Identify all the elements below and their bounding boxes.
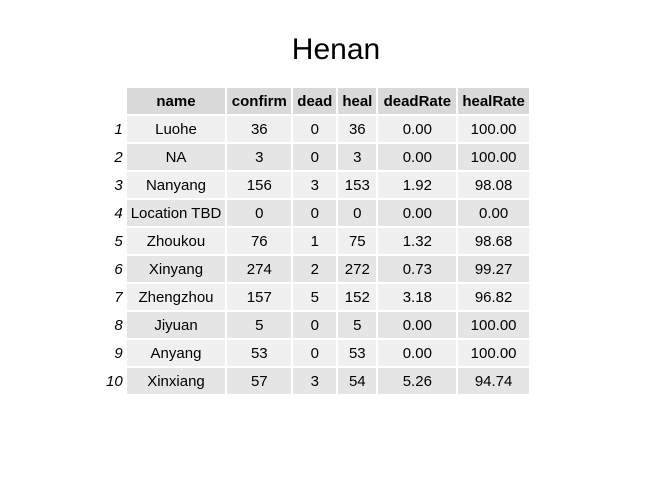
row-index: 8: [114, 316, 123, 334]
table-cell-dead: 0: [293, 144, 337, 170]
table-cell-deadRate: 3.18: [378, 284, 457, 310]
table-cell-name: Zhoukou: [126, 228, 226, 254]
table-cell-name: Anyang: [126, 340, 226, 366]
table-cell-confirm: 0: [227, 200, 292, 226]
data-table: name confirm dead heal deadRate healRate…: [100, 86, 531, 396]
table-cell-dead: 3: [293, 368, 337, 394]
table-cell-deadRate: 0.00: [378, 116, 457, 142]
column-header-dead: dead: [293, 88, 337, 114]
table-cell-dead: 0: [293, 340, 337, 366]
row-index: 2: [114, 148, 123, 166]
table-cell-dead: 3: [293, 172, 337, 198]
table-row: 9 Anyang 53 0 53 0.00 100.00: [102, 340, 529, 366]
table-cell-name: Xinyang: [126, 256, 226, 282]
table-cell-dead: 5: [293, 284, 337, 310]
table-cell-healRate: 94.74: [458, 368, 529, 394]
table-cell-deadRate: 0.00: [378, 340, 457, 366]
column-header-confirm: confirm: [227, 88, 292, 114]
table-cell-confirm: 274: [227, 256, 292, 282]
table-cell-heal: 53: [338, 340, 377, 366]
row-index: 1: [114, 120, 123, 138]
table-cell-healRate: 96.82: [458, 284, 529, 310]
row-index: 4: [114, 204, 123, 222]
column-header-heal: heal: [338, 88, 377, 114]
table-cell-deadRate: 1.32: [378, 228, 457, 254]
table-cell-deadRate: 5.26: [378, 368, 457, 394]
chart-title: Henan: [291, 33, 381, 66]
table-cell-name: Jiyuan: [126, 312, 226, 338]
table-cell-deadRate: 0.73: [378, 256, 457, 282]
table-cell-dead: 1: [293, 228, 337, 254]
table-cell-confirm: 53: [227, 340, 292, 366]
table-cell-healRate: 0.00: [458, 200, 529, 226]
table-cell-healRate: 99.27: [458, 256, 529, 282]
table-cell-confirm: 57: [227, 368, 292, 394]
row-index: 9: [114, 344, 123, 362]
table-cell-heal: 5: [338, 312, 377, 338]
table-cell-confirm: 156: [227, 172, 292, 198]
table-cell-healRate: 100.00: [458, 116, 529, 142]
row-index: 7: [114, 288, 123, 306]
table-row: 1 Luohe 36 0 36 0.00 100.00: [102, 116, 529, 142]
table-row: 6 Xinyang 274 2 272 0.73 99.27: [102, 256, 529, 282]
table-cell-name: Xinxiang: [126, 368, 226, 394]
table-row: 2 NA 3 0 3 0.00 100.00: [102, 144, 529, 170]
table-cell-confirm: 76: [227, 228, 292, 254]
row-index: 3: [114, 176, 123, 194]
table-cell-confirm: 36: [227, 116, 292, 142]
table-cell-heal: 36: [338, 116, 377, 142]
column-header-healRate: healRate: [458, 88, 529, 114]
table-cell-confirm: 3: [227, 144, 292, 170]
header-row: name confirm dead heal deadRate healRate: [102, 88, 529, 114]
table-body: 1 Luohe 36 0 36 0.00 100.00 2 NA 3 0 3 0.00 100.00 3 Na…: [102, 116, 529, 394]
table-row: 5 Zhoukou 76 1 75 1.32 98.68: [102, 228, 529, 254]
header-corner: [102, 88, 125, 114]
table-cell-heal: 54: [338, 368, 377, 394]
table-cell-name: Nanyang: [126, 172, 226, 198]
table-cell-confirm: 5: [227, 312, 292, 338]
table-cell-heal: 152: [338, 284, 377, 310]
table-cell-healRate: 98.68: [458, 228, 529, 254]
table-row: 3 Nanyang 156 3 153 1.92 98.08: [102, 172, 529, 198]
table-cell-deadRate: 0.00: [378, 312, 457, 338]
table-cell-name: NA: [126, 144, 226, 170]
table-cell-confirm: 157: [227, 284, 292, 310]
table-cell-heal: 153: [338, 172, 377, 198]
table-cell-name: Location TBD: [126, 200, 226, 226]
table-row: 10 Xinxiang 57 3 54 5.26 94.74: [102, 368, 529, 394]
table-cell-name: Luohe: [126, 116, 226, 142]
table-row: 4 Location TBD 0 0 0 0.00 0.00: [102, 200, 529, 226]
table-cell-dead: 0: [293, 312, 337, 338]
table-cell-healRate: 100.00: [458, 312, 529, 338]
table-cell-healRate: 100.00: [458, 340, 529, 366]
table-row: 7 Zhengzhou 157 5 152 3.18 96.82: [102, 284, 529, 310]
table-cell-deadRate: 1.92: [378, 172, 457, 198]
table-cell-dead: 2: [293, 256, 337, 282]
column-header-deadRate: deadRate: [378, 88, 457, 114]
table-row: 8 Jiyuan 5 0 5 0.00 100.00: [102, 312, 529, 338]
table-cell-heal: 0: [338, 200, 377, 226]
table-cell-dead: 0: [293, 200, 337, 226]
row-index: 6: [114, 260, 123, 278]
table-cell-healRate: 100.00: [458, 144, 529, 170]
table-cell-heal: 272: [338, 256, 377, 282]
table-cell-name: Zhengzhou: [126, 284, 226, 310]
table-cell-deadRate: 0.00: [378, 200, 457, 226]
table-cell-heal: 75: [338, 228, 377, 254]
row-index: 10: [106, 372, 123, 390]
table-cell-dead: 0: [293, 116, 337, 142]
row-index: 5: [114, 232, 123, 250]
table-cell-deadRate: 0.00: [378, 144, 457, 170]
table-cell-heal: 3: [338, 144, 377, 170]
table-cell-healRate: 98.08: [458, 172, 529, 198]
column-header-name: name: [126, 88, 226, 114]
